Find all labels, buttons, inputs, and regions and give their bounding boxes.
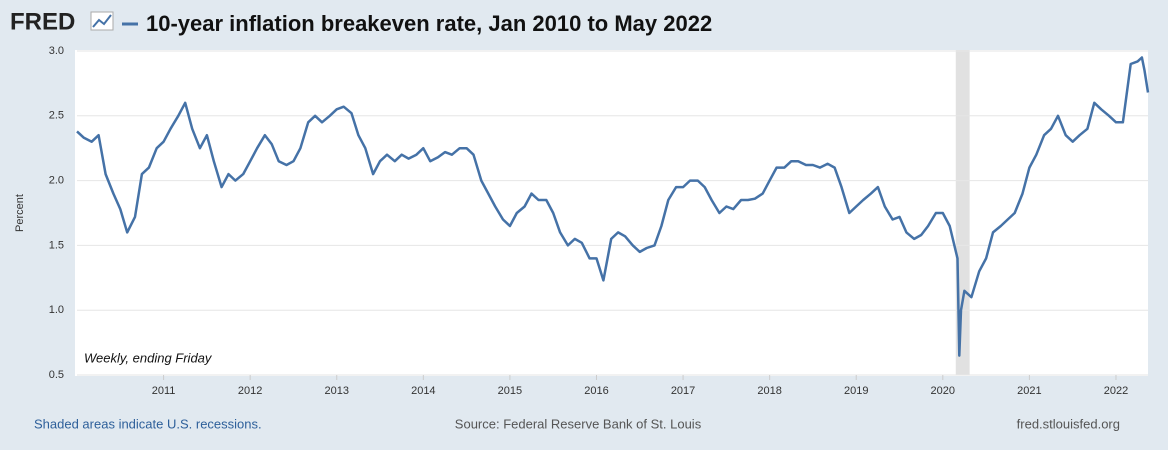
y-tick-label: 1.5 bbox=[49, 239, 64, 251]
y-tick-label: 2.5 bbox=[49, 110, 64, 122]
x-tick-label: 2015 bbox=[498, 385, 522, 397]
x-tick-label: 2016 bbox=[584, 385, 608, 397]
x-tick-label: 2012 bbox=[238, 385, 262, 397]
plot-area bbox=[75, 50, 1148, 376]
chart-title: 10-year inflation breakeven rate, Jan 20… bbox=[146, 11, 712, 36]
x-tick-label: 2013 bbox=[324, 385, 348, 397]
y-tick-label: 3.0 bbox=[49, 45, 64, 57]
x-tick-label: 2021 bbox=[1017, 385, 1041, 397]
y-tick-label: 2.0 bbox=[49, 175, 64, 187]
y-tick-label: 0.5 bbox=[49, 369, 64, 381]
logo: FRED bbox=[10, 8, 75, 35]
x-tick-label: 2017 bbox=[671, 385, 695, 397]
x-tick-label: 2019 bbox=[844, 385, 868, 397]
x-tick-label: 2020 bbox=[931, 385, 955, 397]
data-line bbox=[76, 56, 1150, 357]
recession-note[interactable]: Shaded areas indicate U.S. recessions. bbox=[34, 416, 262, 431]
source: Source: Federal Reserve Bank of St. Loui… bbox=[455, 416, 702, 431]
x-tick-label: 2011 bbox=[152, 385, 176, 397]
site[interactable]: fred.stlouisfed.org bbox=[1017, 416, 1120, 431]
y-tick-label: 1.0 bbox=[49, 304, 64, 316]
x-tick-label: 2022 bbox=[1104, 385, 1128, 397]
x-tick-label: 2018 bbox=[757, 385, 781, 397]
logo-icon bbox=[90, 11, 114, 31]
x-tick-label: 2014 bbox=[411, 385, 435, 397]
annotation: Weekly, ending Friday bbox=[84, 350, 213, 365]
y-axis-label: Percent bbox=[14, 194, 26, 232]
